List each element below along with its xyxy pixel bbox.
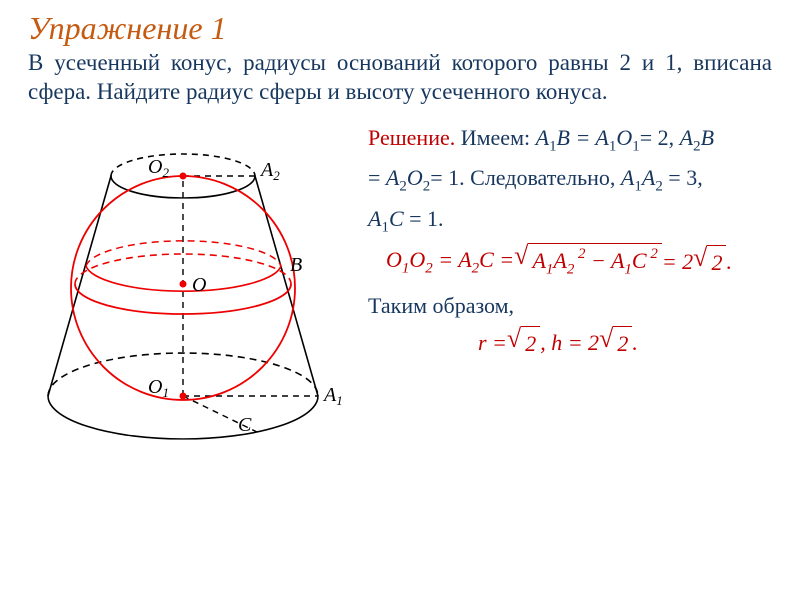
- sqrt-1: √ A1A2 2 − A1C 2: [514, 243, 662, 281]
- sqrt-body: 2: [707, 245, 726, 279]
- t: O: [386, 247, 402, 272]
- figure-frustum-sphere: O2 A2 O B O1 A1 C: [28, 121, 348, 456]
- sqrt-body: 2: [521, 326, 540, 360]
- t: A: [553, 248, 566, 273]
- solution-line-3: A1C = 1.: [368, 202, 772, 239]
- t: .: [726, 245, 732, 278]
- t: O: [616, 125, 632, 150]
- thus-text: Таким образом,: [368, 293, 514, 318]
- dot-o1: [180, 392, 187, 399]
- cone-right-side: [255, 176, 318, 396]
- t: = 1. Следовательно,: [430, 165, 621, 190]
- solution-line-1: Решение. Имеем: A1B = A1O1= 2, A2B: [368, 121, 772, 158]
- t: − A: [586, 248, 625, 273]
- t: O: [409, 247, 425, 272]
- formula-answer: r = √ 2 , h = 2 √ 2 .: [478, 326, 772, 360]
- t: Имеем:: [455, 125, 535, 150]
- cone-left-side: [48, 176, 111, 396]
- label-b: B: [290, 254, 302, 276]
- t: C: [389, 206, 404, 231]
- dot-o2: [180, 172, 187, 179]
- thus-line: Таким образом,: [368, 289, 772, 322]
- t: O: [407, 165, 423, 190]
- dot-o: [180, 280, 187, 287]
- t: A: [532, 248, 545, 273]
- sqrt-body: 2: [613, 326, 632, 360]
- sqrt-sign: √: [507, 326, 521, 352]
- sqrt-2: √ 2: [693, 245, 726, 279]
- label-a1: A1: [322, 384, 343, 408]
- label-a2: A2: [259, 159, 280, 183]
- problem-text: В усеченный конус, радиусы оснований кот…: [28, 49, 772, 107]
- slide-title: Упражнение 1: [28, 10, 772, 47]
- sqrt-4: √ 2: [599, 326, 632, 360]
- sqrt-sign: √: [599, 326, 613, 352]
- t: 2: [525, 331, 536, 356]
- solution-block: Решение. Имеем: A1B = A1O1= 2, A2B = A2O…: [348, 121, 772, 456]
- figure-svg: O2 A2 O B O1 A1 C: [28, 121, 348, 451]
- t: = A: [433, 247, 472, 272]
- content-row: O2 A2 O B O1 A1 C Решение. Имеем: A1B = …: [28, 121, 772, 456]
- sqrt-body: A1A2 2 − A1C 2: [528, 243, 661, 281]
- problem-content: В усеченный конус, радиусы оснований кот…: [28, 50, 772, 104]
- t: C: [632, 248, 647, 273]
- slide-root: Упражнение 1 В усеченный конус, радиусы …: [0, 0, 800, 600]
- title-text: Упражнение 1: [28, 10, 227, 46]
- t: = 2,: [640, 125, 680, 150]
- label-o2: O2: [148, 156, 169, 180]
- label-o: O: [192, 274, 206, 296]
- sqrt-3: √ 2: [507, 326, 540, 360]
- solution-line-2: = A2O2= 1. Следовательно, A1A2 = 3,: [368, 161, 772, 198]
- t: C =: [479, 247, 514, 272]
- label-o1: O1: [148, 376, 169, 400]
- t: , h = 2: [540, 330, 599, 355]
- sphere-equator-front: [75, 284, 291, 314]
- t: = 3,: [663, 165, 703, 190]
- t: B = A: [557, 125, 609, 150]
- t: A: [368, 206, 381, 231]
- label-c: C: [238, 414, 252, 436]
- formula-o1o2: O1O2 = A2C = √ A1A2 2 − A1C 2 = 2 √ 2 .: [386, 243, 772, 281]
- t: = 2: [662, 245, 693, 278]
- t: =: [368, 165, 386, 190]
- t: A: [536, 125, 549, 150]
- t: = 1.: [404, 206, 444, 231]
- t: A: [621, 165, 634, 190]
- t: A: [386, 165, 399, 190]
- t: B: [701, 125, 714, 150]
- sphere-circle: [71, 176, 295, 400]
- t: A: [680, 125, 693, 150]
- solution-label: Решение.: [368, 125, 455, 150]
- t: .: [632, 326, 638, 359]
- t: 2: [617, 331, 628, 356]
- sqrt-sign: √: [514, 243, 528, 269]
- t: r =: [478, 330, 507, 355]
- sqrt-sign: √: [693, 245, 707, 271]
- t: 2: [711, 250, 722, 275]
- t: A: [642, 165, 655, 190]
